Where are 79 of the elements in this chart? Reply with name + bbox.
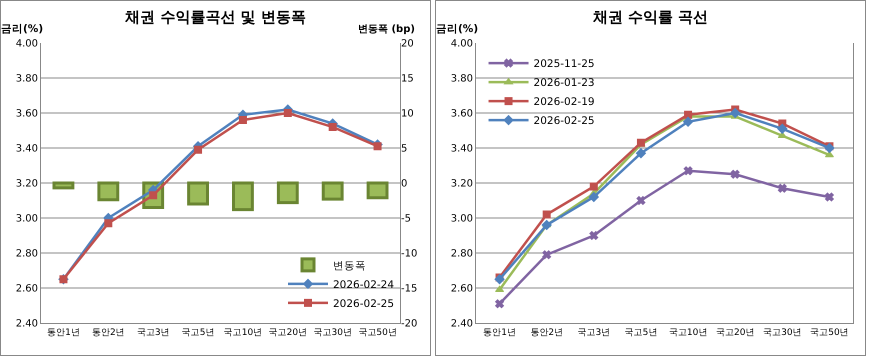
x-tick-label: 국고50년 [810,328,849,338]
point [494,274,505,284]
point [590,182,598,190]
point [824,142,834,154]
y-tick-label: 3.20 [16,178,38,190]
y-tick-label: 4.00 [16,38,38,50]
y2-tick-label: 20 [401,38,414,50]
y-tick-label: 3.60 [450,108,473,120]
y-tick-label: 3.40 [16,144,38,154]
y2-tick-label: 5 [401,144,408,154]
x-tick-label: 통안2년 [530,328,564,338]
chart-title: 채권 수익률 곡선 [592,8,708,26]
point [777,124,788,134]
point [495,299,504,308]
point [104,219,112,228]
point [589,231,598,240]
y-tick-label: 2.40 [16,318,38,330]
point [542,220,552,230]
legend-label: 변동폭 [333,260,366,272]
y-axis-title: 금리(%) [436,23,478,35]
y-axis-title: 금리(%) [1,23,44,35]
point [374,142,382,150]
x-tick-label: 통안2년 [92,328,125,338]
y-tick-label: 3.00 [16,214,38,224]
point [328,123,337,131]
x-tick-label: 국고3년 [136,328,170,338]
y2-tick-label: -15 [401,284,418,294]
point [588,192,599,202]
y2-tick-label: 10 [401,108,414,120]
legend-label: 2026-02-24 [333,278,394,291]
y-tick-label: 3.80 [450,74,473,84]
x-tick-label: 국고20년 [716,328,754,338]
y-tick-label: 2.80 [450,248,473,260]
y-tick-label: 3.60 [16,108,38,120]
x-tick-label: 국고5년 [182,328,214,338]
point [542,250,552,260]
y2-tick-label: 0 [401,178,408,190]
x-tick-label: 국고30년 [763,328,802,338]
point [542,210,551,218]
point [824,192,834,202]
legend-label: 2026-02-25 [333,298,394,310]
point [238,116,247,124]
y2-tick-label: 15 [401,74,414,84]
y2-tick-label: -5 [401,214,411,224]
y-tick-label: 2.60 [450,284,473,294]
point [730,170,740,179]
point [730,108,740,118]
point [284,109,292,117]
y-tick-label: 3.00 [450,214,473,224]
y2-tick-label: -20 [401,318,418,330]
point [683,116,694,127]
x-tick-label: 국고20년 [268,328,308,338]
x-tick-label: 통안1년 [483,328,516,338]
y-tick-label: 3.20 [450,178,473,190]
x-tick-label: 국고30년 [313,328,352,338]
y-tick-label: 2.60 [16,284,38,294]
legend-label: 2026-02-25 [534,115,595,128]
legend-label: 2025-11-25 [534,58,595,70]
y2-axis-title: 변동폭 (bp) [358,24,415,35]
x-tick-label: 국고5년 [624,328,658,338]
legend-label: 2026-02-19 [534,96,595,108]
y-tick-label: 3.40 [450,144,473,154]
x-tick-label: 국고50년 [358,328,397,338]
chart-title: 채권 수익률곡선 및 변동폭 [124,8,306,26]
point [636,148,646,158]
x-tick-label: 통안1년 [47,328,80,338]
x-tick-label: 국고3년 [577,328,610,338]
point [684,166,693,176]
x-tick-label: 국고10년 [668,328,708,338]
point [778,184,787,193]
legend-label: 2026-01-23 [534,77,595,90]
y-tick-label: 2.40 [450,318,473,330]
y-tick-label: 3.80 [16,74,38,84]
y-tick-label: 2.80 [16,248,38,260]
x-tick-label: 국고10년 [224,328,262,338]
y2-tick-label: -10 [401,248,418,260]
point [194,146,202,154]
y-tick-label: 4.00 [450,38,473,50]
point [636,196,646,205]
